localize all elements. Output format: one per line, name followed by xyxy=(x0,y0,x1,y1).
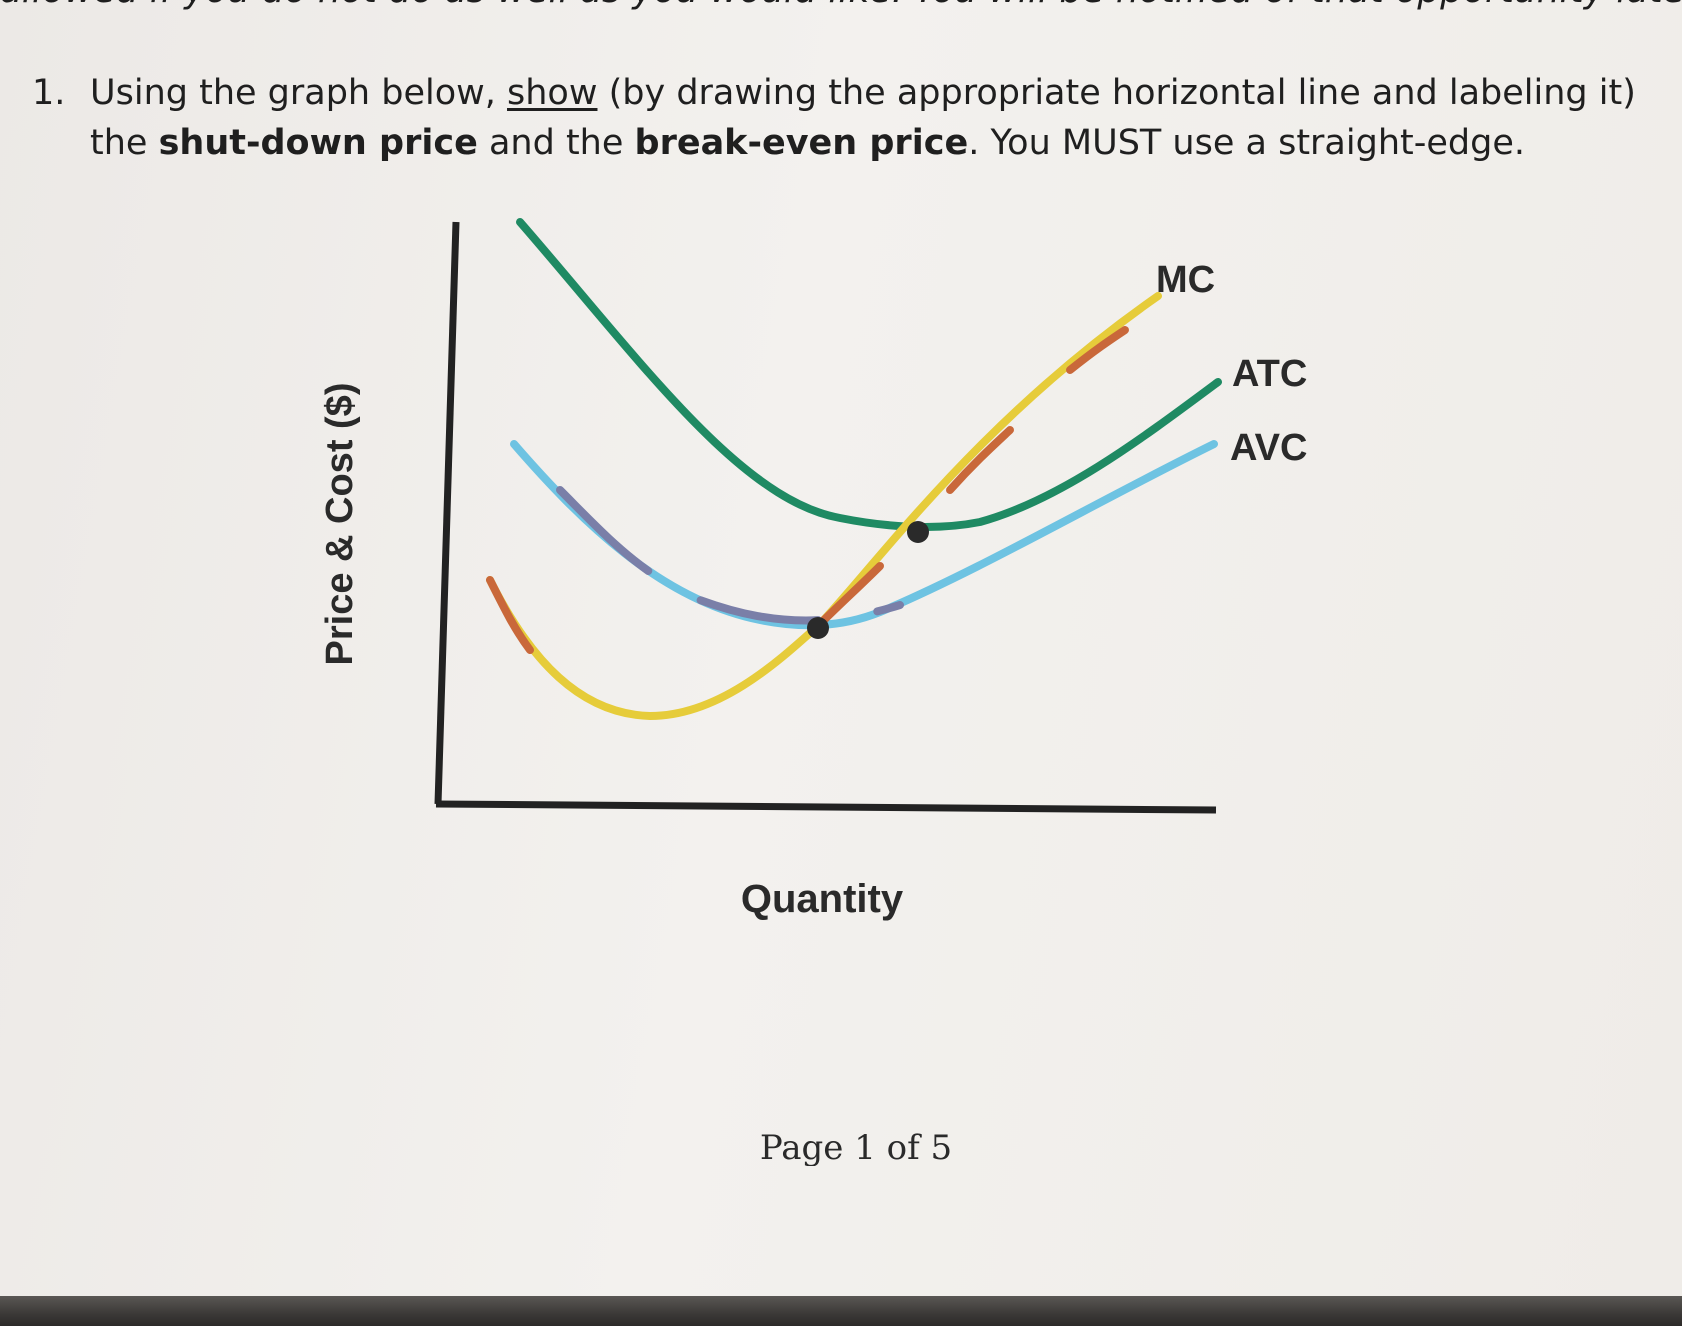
avc-curve xyxy=(510,440,1218,630)
y-axis xyxy=(434,221,460,805)
worksheet-page: allowed if you do not do as well as you … xyxy=(0,0,1682,1296)
avc-mc-intersection-point xyxy=(807,617,829,639)
question-1: 1. Using the graph below, show (by drawi… xyxy=(32,68,1652,168)
mc-curve-tint xyxy=(486,576,534,654)
question-text-part: (by drawing the appropriate horizontal l… xyxy=(90,73,1636,163)
x-axis-label: Quantity xyxy=(741,877,904,921)
cost-curves-graph: MC ATC AVC Price & Cost ($) Quantity xyxy=(319,218,1307,921)
question-text-part: Using the graph below, xyxy=(90,73,508,113)
atc-label: ATC xyxy=(1232,353,1307,395)
y-axis-label: Price & Cost ($) xyxy=(319,383,361,666)
mc-curve-tint xyxy=(1066,326,1129,374)
question-number: 1. xyxy=(32,73,66,113)
underlined-word: show xyxy=(507,73,598,113)
mc-label: MC xyxy=(1156,259,1215,301)
mc-curve-tint xyxy=(946,426,1014,494)
bold-term-breakeven: break-even price xyxy=(634,123,969,163)
x-axis xyxy=(435,800,1217,814)
mc-curve-tint xyxy=(816,562,884,628)
avc-curve-tint xyxy=(556,486,904,625)
page-number-text: Page 1 of 5 xyxy=(759,1128,953,1166)
desk-surface xyxy=(0,1296,1682,1326)
atc-curve xyxy=(516,218,1222,531)
question-text: Using the graph below, show (by drawing … xyxy=(90,68,1652,168)
atc-mc-intersection-point xyxy=(907,521,929,543)
question-text-part: and the xyxy=(477,123,635,163)
bold-term-shutdown: shut-down price xyxy=(158,123,478,163)
question-text-part: . You MUST use a straight-edge. xyxy=(968,123,1525,163)
mc-curve xyxy=(486,292,1162,721)
cut-off-header-text: allowed if you do not do as well as you … xyxy=(0,0,1682,11)
avc-label: AVC xyxy=(1230,427,1307,469)
page-number: Page 1 of 5 xyxy=(0,1128,1682,1166)
